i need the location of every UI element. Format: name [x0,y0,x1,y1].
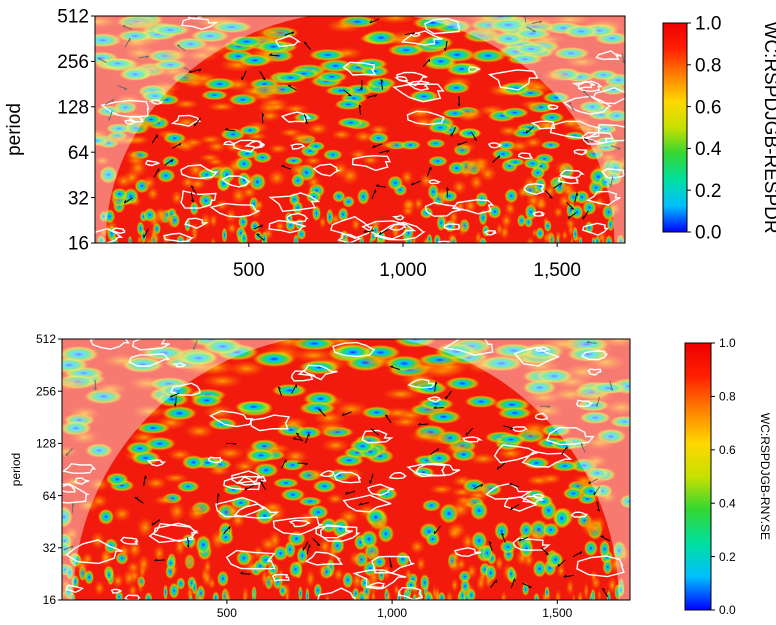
y-tick-label: 32 [43,541,57,555]
colorbar: 1.0 0.8 0.6 0.4 0.2 0.0 WC:RSPDJGB-RESPDR [662,14,776,244]
y-tick-label: 32 [68,188,89,209]
plot-frame [94,15,626,244]
y-tick-label: 16 [43,593,57,607]
y-tick-label: 256 [36,384,56,398]
colorbar-tick-label: 0.2 [695,181,721,202]
x-tick-label: 500 [217,606,237,620]
x-tick-label: 1,000 [379,260,427,281]
y-tick-label: 128 [57,97,89,118]
panel-1: 16 32 64 128 256 512 500 1,000 1,500 period 1.0 0.8… [4,7,776,281]
coherence-field [95,16,625,243]
cone-of-influence [62,339,630,600]
colorbar-tick-label: 1.0 [695,14,721,35]
colorbar-tick-label: 1.0 [719,336,736,350]
y-tick-label: 16 [68,234,89,255]
y-axis-label: period [4,103,25,156]
y-tick-label: 64 [43,489,57,503]
significance-contours [95,16,625,243]
colorbar-tick-label: 0.6 [719,443,736,457]
x-tick-label: 500 [233,260,265,281]
plot-area [62,339,630,600]
colorbar-label: WC:RSPDJGB-RNY.SE [758,413,772,540]
y-tick-label: 512 [57,7,89,28]
colorbar-tick-label: 0.6 [695,97,721,118]
y-axis-label: period [9,453,23,486]
colorbar-tick-label: 0.0 [719,603,736,617]
colorbar-tick-label: 0.8 [695,55,721,76]
phase-arrows [97,16,625,241]
panel-2: 16 32 64 128 256 512 500 1,000 1,500 period 1.0 0.8… [9,332,772,620]
coherence-field [62,339,630,600]
x-tick-label: 1,500 [542,606,572,620]
colorbar-tick-label: 0.8 [719,390,736,404]
colorbar-tick-label: 0.4 [695,139,722,160]
colorbar: 1.0 0.8 0.6 0.4 0.2 0.0 WC:RSPDJGB-RNY.SE [684,336,772,617]
y-tick-label: 64 [68,143,90,164]
colorbar-scale [684,342,712,611]
colorbar-tick-label: 0.0 [695,223,721,244]
x-tick-label: 1,500 [533,260,581,281]
significance-contours [62,339,625,600]
cone-of-influence [95,16,625,243]
y-tick-label: 512 [36,332,56,346]
colorbar-tick-label: 0.2 [719,550,736,564]
x-tick-label: 1,000 [377,606,407,620]
colorbar-scale [662,22,688,233]
phase-arrows [63,340,614,598]
y-tick-label: 128 [36,437,56,451]
colorbar-tick-label: 0.4 [719,496,736,510]
colorbar-label: WC:RSPDJGB-RESPDR [760,21,776,233]
plot-frame [61,338,631,601]
y-tick-label: 256 [57,52,89,73]
plot-area [95,16,625,243]
